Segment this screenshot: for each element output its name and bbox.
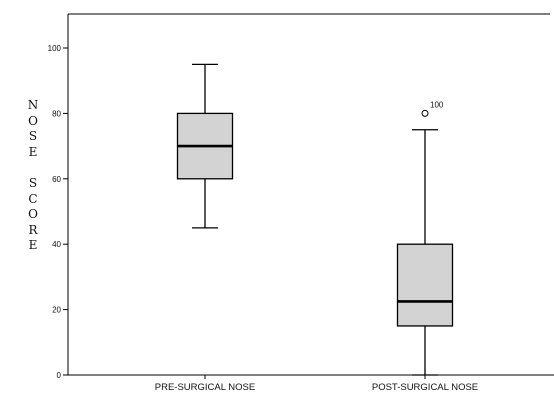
iqr-box: [396, 243, 454, 327]
x-category-label: PRE-SURGICAL NOSE: [155, 382, 255, 393]
y-axis-label-letter: O: [28, 113, 38, 128]
y-axis-label-gap: [31, 160, 35, 176]
y-axis-label-letter: E: [28, 238, 38, 253]
y-tick-label: 20: [52, 306, 61, 315]
y-tick-label: 60: [52, 175, 61, 184]
y-axis-label-letter: N: [27, 98, 39, 112]
y-axis-label-letter: O: [28, 207, 38, 222]
y-tick-layer: 0 20 40 60 80 100: [48, 44, 68, 380]
y-tick-label: 0: [57, 371, 62, 380]
boxes-layer: 100: [176, 63, 454, 376]
outlier-point: [421, 109, 429, 117]
y-tick-label: 80: [52, 109, 61, 118]
x-category-layer: PRE-SURGICAL NOSE POST-SURGICAL NOSE: [155, 375, 478, 393]
y-axis-label-letter: S: [28, 175, 38, 190]
y-axis-label-letter: E: [28, 144, 38, 159]
y-axis-label-letter: C: [28, 191, 38, 206]
axis-layer: [67, 13, 554, 376]
y-tick-label: 100: [48, 44, 62, 53]
y-axis-label-letter: S: [28, 129, 38, 144]
y-tick-label: 40: [52, 240, 61, 249]
box-pre-surgical: [176, 63, 234, 229]
y-axis-label-letter: R: [28, 222, 38, 237]
outlier-label: 100: [430, 100, 444, 109]
box-post-surgical: 100: [396, 100, 454, 376]
x-category-label: POST-SURGICAL NOSE: [372, 382, 478, 393]
